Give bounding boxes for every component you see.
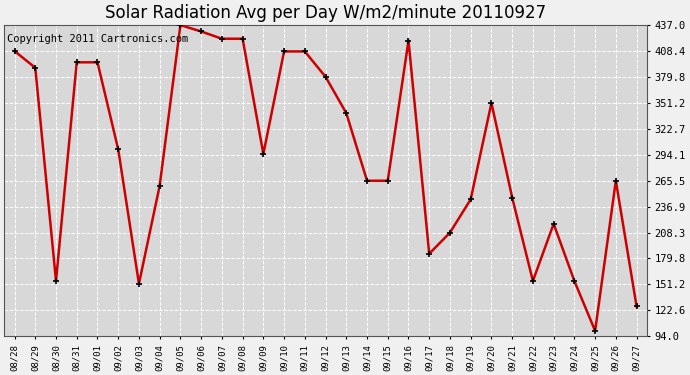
Text: Copyright 2011 Cartronics.com: Copyright 2011 Cartronics.com xyxy=(8,34,188,45)
Title: Solar Radiation Avg per Day W/m2/minute 20110927: Solar Radiation Avg per Day W/m2/minute … xyxy=(105,4,546,22)
